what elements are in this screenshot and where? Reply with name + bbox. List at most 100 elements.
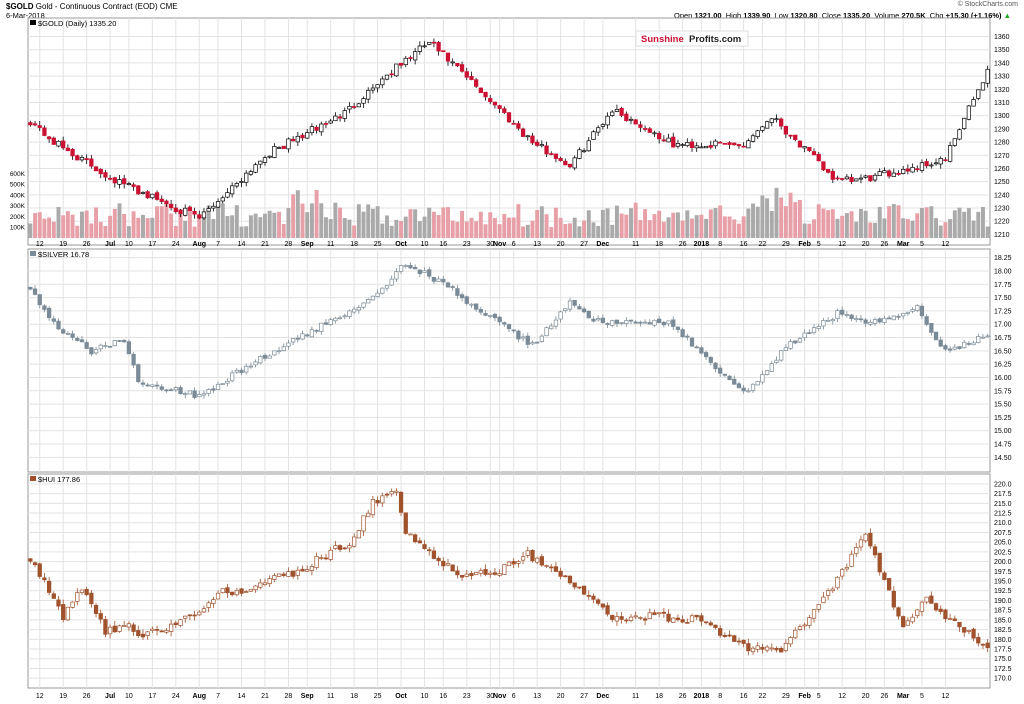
candle-body <box>502 564 507 575</box>
candle-body <box>797 626 803 630</box>
candle-body <box>79 339 85 343</box>
candle-body <box>619 322 624 324</box>
y-tick-label: 187.5 <box>994 608 1012 615</box>
candle-body <box>811 327 817 334</box>
candle-body <box>84 588 89 596</box>
volume-bar <box>816 204 821 238</box>
candle-body <box>619 108 624 116</box>
candle-body <box>586 140 591 152</box>
candle-body <box>764 646 770 651</box>
volume-bar <box>690 218 694 238</box>
candle-body <box>384 285 390 289</box>
candle-body <box>947 618 953 620</box>
candle-body <box>605 605 610 615</box>
candle-body <box>816 326 821 329</box>
candle-body <box>657 132 662 140</box>
candle-body <box>103 345 108 347</box>
x-tick-label: 5 <box>817 241 821 248</box>
volume-bar <box>624 214 629 238</box>
candle-body <box>403 57 408 66</box>
candle-body <box>821 320 826 327</box>
candle-body <box>183 207 188 216</box>
candle-body <box>192 210 197 215</box>
candle-body <box>75 155 80 161</box>
candle-body <box>647 612 652 620</box>
candle-body <box>145 631 150 636</box>
candle-body <box>591 595 596 600</box>
candle-body <box>896 172 901 175</box>
candle-body <box>788 637 793 645</box>
volume-bar <box>957 207 962 238</box>
volume-bar <box>460 210 465 238</box>
candle-body <box>258 582 263 588</box>
candle-body <box>398 491 404 513</box>
volume-bar <box>248 215 253 238</box>
volume-bar <box>666 217 671 238</box>
candle-body <box>596 318 601 321</box>
candle-body <box>178 209 183 215</box>
candle-body <box>126 341 132 355</box>
candle-body <box>84 158 89 161</box>
candle-body <box>971 99 976 107</box>
y-tick-label: 195.0 <box>994 579 1012 586</box>
watermark-profits: Profits.com <box>689 34 741 45</box>
candle-body <box>830 588 835 591</box>
candle-body <box>962 341 967 349</box>
candle-body <box>671 319 676 327</box>
candle-body <box>971 628 976 639</box>
x-tick-label: Oct <box>395 241 407 248</box>
x-tick-label: 20 <box>557 241 565 248</box>
volume-bar <box>244 226 249 238</box>
candle-body <box>520 336 526 339</box>
volume-bar <box>281 224 286 238</box>
candle-body <box>844 176 850 180</box>
volume-bar <box>966 208 971 238</box>
candle-body <box>854 318 859 320</box>
candle-body <box>455 63 460 67</box>
candle-body <box>732 378 737 385</box>
candle-body <box>431 550 437 559</box>
candle-body <box>807 617 812 626</box>
candle-body <box>328 120 333 124</box>
candle-body <box>150 628 155 631</box>
candle-body <box>797 140 803 148</box>
y-tick-label: 1210 <box>994 232 1010 239</box>
candle-body <box>694 346 699 349</box>
candle-body <box>337 545 343 550</box>
candle-body <box>962 117 967 129</box>
volume-bar <box>75 225 80 238</box>
candle-body <box>849 553 854 567</box>
volume-bar <box>948 219 953 238</box>
volume-bar <box>661 221 666 238</box>
candle-body <box>328 319 333 326</box>
candle-body <box>450 61 455 64</box>
candle-body <box>225 380 230 384</box>
volume-bar <box>413 209 418 238</box>
volume-bar <box>675 212 680 238</box>
candle-body <box>459 64 465 72</box>
candle-body <box>929 164 934 167</box>
candle-body <box>830 170 835 180</box>
volume-bar <box>164 204 169 238</box>
candle-body <box>478 309 483 313</box>
candle-body <box>919 601 925 612</box>
y-tick-label: 16.25 <box>994 362 1012 369</box>
candle-body <box>455 570 460 576</box>
x-tick-label: 8 <box>718 693 722 700</box>
volume-bar <box>192 226 197 238</box>
candle-body <box>783 126 789 135</box>
volume-bar <box>539 206 544 238</box>
candle-body <box>685 142 690 147</box>
candle-body <box>614 319 620 324</box>
candle-body <box>755 130 760 137</box>
x-tick-label: 2018 <box>694 241 710 248</box>
candle-body <box>811 609 817 619</box>
volume-bar <box>370 208 375 238</box>
candle-body <box>197 394 202 398</box>
x-tick-label: 28 <box>285 241 293 248</box>
volume-bar <box>877 206 882 238</box>
x-tick-label: 10 <box>421 241 429 248</box>
volume-bar <box>549 227 554 238</box>
volume-bar <box>507 217 511 238</box>
candle-body <box>947 145 953 162</box>
